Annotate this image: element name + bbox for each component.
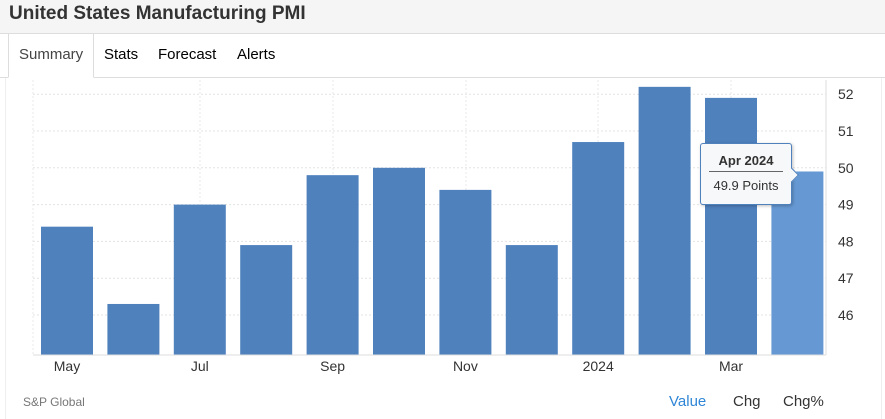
- bar: [107, 303, 160, 355]
- bar: [173, 204, 226, 355]
- value-option[interactable]: Value: [669, 393, 707, 410]
- bar: [505, 245, 558, 355]
- x-tick-label: Nov: [453, 358, 478, 374]
- tooltip-value: 49.9 Points: [713, 178, 779, 193]
- y-tick-label: 47: [838, 270, 854, 286]
- y-tick-label: 48: [838, 233, 854, 249]
- page-header: United States Manufacturing PMI: [0, 0, 885, 34]
- chg-percent-option[interactable]: Chg%: [783, 393, 824, 410]
- tooltip-title: Apr 2024: [709, 153, 783, 172]
- tab-summary[interactable]: Summary: [8, 34, 95, 78]
- tab-bar: Summary Stats Forecast Alerts: [0, 34, 885, 78]
- chart-panel: [5, 78, 882, 419]
- x-tick-label: 2024: [583, 358, 614, 374]
- tab-alerts[interactable]: Alerts: [237, 46, 276, 63]
- x-tick-label: Mar: [719, 358, 743, 374]
- bar: [41, 226, 93, 355]
- y-tick-label: 51: [838, 123, 854, 139]
- bar: [439, 189, 492, 355]
- bar: [306, 175, 359, 355]
- x-tick-label: May: [54, 358, 80, 374]
- bar: [240, 245, 293, 355]
- bar: [638, 86, 691, 355]
- x-tick-label: Jul: [191, 358, 209, 374]
- bar: [373, 167, 425, 355]
- tab-forecast[interactable]: Forecast: [158, 46, 217, 63]
- source-label: S&P Global: [23, 395, 85, 409]
- tab-stats[interactable]: Stats: [104, 46, 139, 63]
- y-tick-label: 50: [838, 160, 854, 176]
- chart-tooltip: Apr 2024 49.9 Points: [700, 143, 792, 205]
- y-tick-label: 52: [838, 86, 854, 102]
- page-title: United States Manufacturing PMI: [9, 3, 306, 24]
- x-tick-label: Sep: [320, 358, 345, 374]
- y-tick-label: 49: [838, 197, 854, 213]
- bar: [572, 142, 625, 355]
- bar: [705, 97, 757, 355]
- y-tick-label: 46: [838, 307, 854, 323]
- chg-option[interactable]: Chg: [733, 393, 761, 410]
